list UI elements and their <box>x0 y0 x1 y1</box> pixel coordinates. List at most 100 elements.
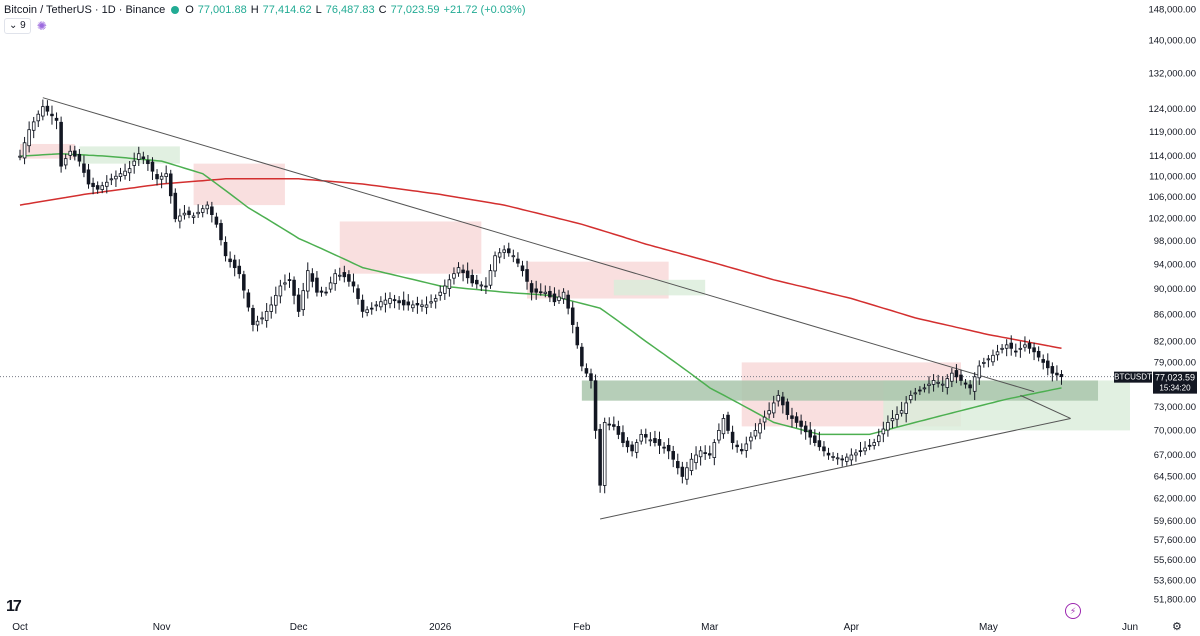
candle <box>1014 343 1018 357</box>
candle-up <box>301 290 305 311</box>
candle-up <box>36 113 41 122</box>
candle-up <box>927 383 931 386</box>
y-tick-label: 98,000.00 <box>1154 236 1196 247</box>
candle-up <box>831 456 835 458</box>
candle-down <box>644 434 648 438</box>
candle <box>621 425 625 448</box>
candle-up <box>18 155 22 158</box>
indicator-toggle-button[interactable]: ⌄ 9 <box>4 18 31 34</box>
candle <box>210 201 214 223</box>
candle-up <box>771 402 776 414</box>
candle <box>694 446 698 470</box>
lightning-icon[interactable]: ⚡ <box>1065 603 1081 619</box>
candle <box>118 167 123 182</box>
candle <box>214 212 219 228</box>
candle-down <box>1059 374 1064 378</box>
candle <box>1009 335 1014 356</box>
candle <box>799 414 803 435</box>
indicator-bar: ⌄ 9 ✺ <box>4 18 47 34</box>
candle <box>922 383 927 393</box>
candle-up <box>648 439 653 442</box>
candle <box>753 423 758 440</box>
candle-down <box>246 292 251 308</box>
candle <box>616 420 621 440</box>
candle-up <box>196 211 200 215</box>
candle-up <box>689 458 694 471</box>
candle-up <box>977 365 982 379</box>
candle-up <box>447 279 452 289</box>
settings-icon[interactable]: ✺ <box>36 19 47 33</box>
candle-up <box>205 204 210 210</box>
candle-down <box>963 382 968 385</box>
candle <box>648 432 653 447</box>
candle <box>274 286 278 314</box>
y-tick-label: 102,000.00 <box>1148 214 1196 225</box>
y-tick-label: 86,000.00 <box>1154 310 1196 321</box>
candle-up <box>698 450 703 458</box>
candle <box>200 205 205 218</box>
candle-up <box>694 454 698 464</box>
candle <box>465 262 470 284</box>
candle <box>50 105 54 125</box>
candle <box>383 292 388 313</box>
candle-up <box>908 394 913 401</box>
y-tick-label: 148,000.00 <box>1148 4 1196 15</box>
candle-down <box>813 435 817 443</box>
candle-down <box>360 299 365 312</box>
support-zone <box>581 380 1099 401</box>
candle-down <box>95 185 100 190</box>
close-value: 77,023.59 <box>390 4 440 16</box>
candle-up <box>164 173 168 177</box>
candle <box>520 260 525 277</box>
candle-down <box>251 307 255 325</box>
candle <box>598 423 602 493</box>
candle <box>319 286 324 297</box>
y-tick-label: 119,000.00 <box>1149 127 1196 138</box>
candle <box>77 149 82 167</box>
symbol-title[interactable]: Bitcoin / TetherUS · 1D · Binance <box>4 4 166 16</box>
y-tick-label: 73,000.00 <box>1154 402 1196 413</box>
high-label: H <box>250 4 259 16</box>
y-tick-label: 124,000.00 <box>1148 104 1196 115</box>
candle <box>548 285 552 303</box>
candle-down <box>342 272 347 278</box>
candle-down <box>785 401 790 415</box>
price-tag-bg <box>1153 371 1197 394</box>
candle-down <box>598 428 602 486</box>
close-label: C <box>378 4 387 16</box>
candle-down <box>310 273 315 282</box>
candle <box>890 410 895 429</box>
candle-up <box>749 436 753 442</box>
change-value: +21.72 (+0.03%) <box>443 4 526 16</box>
chart-settings-icon[interactable]: ⚙ <box>1172 621 1182 633</box>
trendline-1 <box>600 417 1071 520</box>
y-tick-label: 82,000.00 <box>1154 336 1196 347</box>
candle <box>132 152 136 174</box>
candle <box>867 438 872 451</box>
candle-up <box>712 442 717 458</box>
candle <box>813 429 817 447</box>
candle <box>1032 342 1036 361</box>
candle-down <box>593 380 598 431</box>
candle <box>269 296 274 319</box>
candle-up <box>41 106 45 117</box>
candle <box>817 431 822 451</box>
candle <box>264 303 269 328</box>
candle-down <box>45 105 50 112</box>
candle-down <box>520 265 525 272</box>
candle <box>461 264 465 282</box>
candle-down <box>739 449 744 452</box>
candle <box>803 420 808 440</box>
candle-up <box>333 273 337 285</box>
candle <box>950 368 954 388</box>
candle-up <box>328 282 333 290</box>
candle-down <box>616 426 621 435</box>
candle-up <box>511 255 516 258</box>
candle <box>178 208 182 229</box>
candle-down <box>242 274 246 291</box>
candle-up <box>995 351 1000 356</box>
candle-down <box>1032 347 1036 353</box>
candle <box>1018 341 1023 358</box>
candle <box>854 449 858 462</box>
